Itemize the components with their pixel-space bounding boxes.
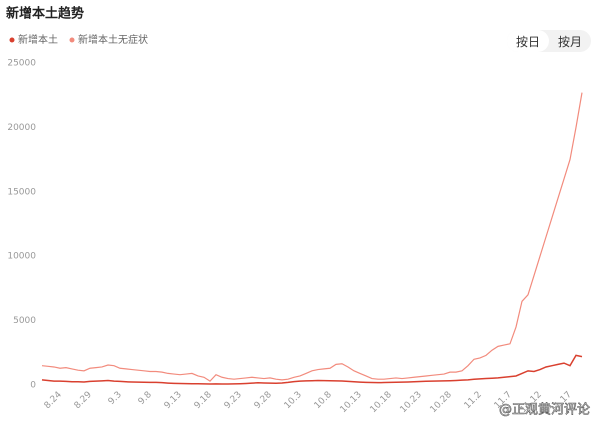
x-tick-label: 9.23 [223,390,244,411]
x-tick-label: 9.3 [107,390,124,407]
x-tick-label: 10.13 [339,390,364,415]
y-tick-label: 15000 [7,187,36,197]
x-tick-label: 10.3 [283,390,304,411]
x-tick-label: 9.18 [193,390,214,411]
y-tick-label: 20000 [7,123,36,133]
y-tick-label: 10000 [7,252,36,262]
watermark: @正观黄河评论 [499,403,590,418]
x-tick-label: 11.2 [463,390,484,411]
chart-title: 新增本土趋势 [6,6,84,22]
legend-marker [69,37,75,43]
x-tick-label: 9.13 [163,390,184,411]
day-button[interactable]: 按日 [507,30,549,52]
legend-marker [9,37,15,43]
legend-label: 新增本土 [18,33,58,46]
series-line [41,354,583,385]
x-tick-label: 8.29 [73,390,94,411]
toggle-group: 按日 按月 [507,30,591,52]
legend-label: 新增本土无症状 [78,33,148,46]
x-tick-label: 10.28 [429,390,454,415]
y-tick-label: 0 [30,381,36,391]
x-tick-label: 9.28 [253,390,274,411]
y-tick-label: 5000 [13,316,36,326]
month-button[interactable]: 按月 [557,34,582,49]
x-tick-label: 10.8 [313,390,334,411]
x-tick-label: 10.18 [369,390,394,415]
x-tick-label: 8.24 [43,390,64,411]
x-tick-label: 10.23 [399,390,424,415]
y-tick-label: 25000 [7,59,36,69]
series-line [41,92,583,382]
x-tick-label: 9.8 [137,390,154,407]
